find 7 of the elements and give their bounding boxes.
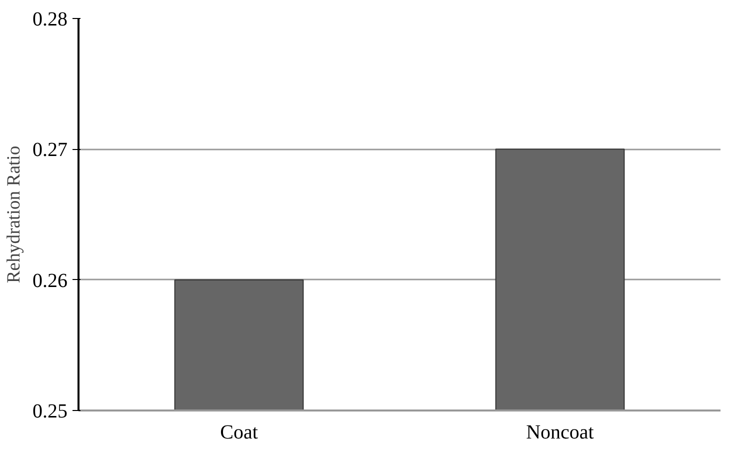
y-tick-label: 0.28 [32, 8, 68, 30]
x-tick-label: Noncoat [526, 422, 594, 444]
y-axis-title: Rehydration Ratio [4, 146, 24, 284]
y-tick-label: 0.27 [32, 139, 68, 162]
x-tick-label: Coat [220, 422, 258, 444]
y-tick-label: 0.25 [32, 400, 68, 422]
y-tick-label: 0.26 [32, 270, 68, 292]
